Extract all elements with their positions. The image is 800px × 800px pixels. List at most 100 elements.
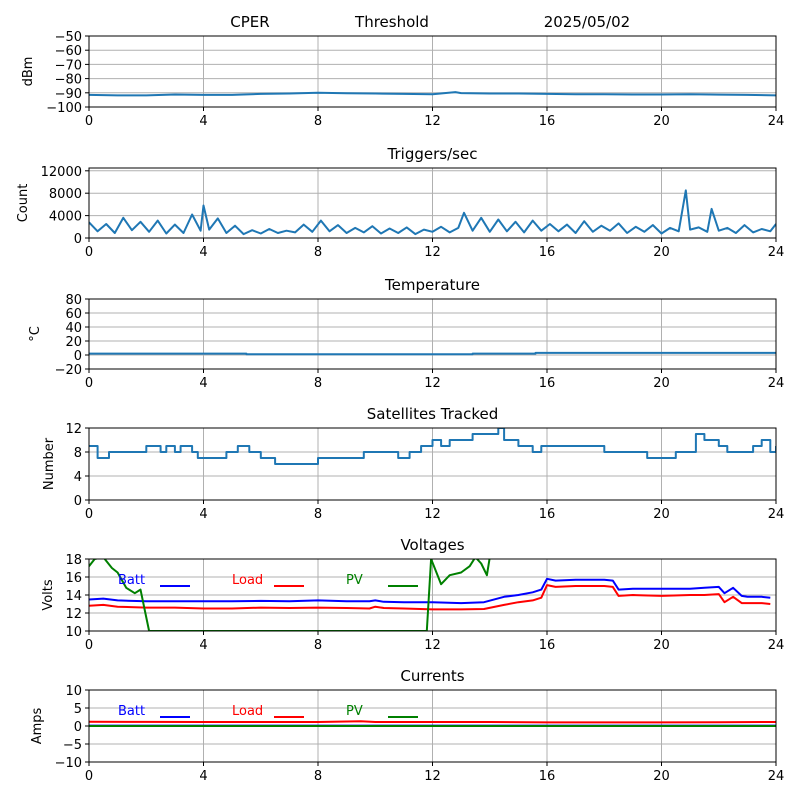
y-tick-label: 0 bbox=[74, 232, 82, 247]
x-tick-label: 12 bbox=[424, 769, 441, 784]
x-tick-label: 24 bbox=[768, 245, 785, 260]
figure-header: CPER Threshold 2025/05/02 bbox=[230, 13, 630, 31]
y-tick-label: −90 bbox=[55, 87, 82, 102]
x-tick-label: 4 bbox=[199, 507, 207, 522]
y-tick-label: 16 bbox=[65, 571, 82, 586]
x-tick-label: 0 bbox=[85, 507, 93, 522]
triggers-title: Triggers/sec bbox=[387, 145, 478, 163]
y-tick-label: 0 bbox=[74, 349, 82, 364]
x-tick-label: 24 bbox=[768, 376, 785, 391]
x-tick-label: 4 bbox=[199, 376, 207, 391]
y-tick-label: 18 bbox=[65, 553, 82, 568]
x-tick-label: 4 bbox=[199, 638, 207, 653]
x-tick-label: 12 bbox=[424, 638, 441, 653]
y-tick-label: −20 bbox=[55, 363, 82, 378]
y-tick-label: −50 bbox=[55, 30, 82, 45]
y-tick-label: −80 bbox=[55, 73, 82, 88]
x-tick-label: 24 bbox=[768, 769, 785, 784]
x-tick-label: 12 bbox=[424, 507, 441, 522]
currents-title: Currents bbox=[400, 667, 464, 685]
x-tick-label: 16 bbox=[539, 638, 556, 653]
x-tick-label: 4 bbox=[199, 769, 207, 784]
currents-legend-label-load: Load bbox=[232, 704, 263, 719]
y-tick-label: 4 bbox=[74, 470, 82, 485]
x-tick-label: 16 bbox=[539, 376, 556, 391]
x-tick-label: 4 bbox=[199, 245, 207, 260]
y-tick-label: −70 bbox=[55, 58, 82, 73]
currents-panel: 0 4 8 12 16 20 24 −10 −5 0 5 10 Currents Amps Batt Load… bbox=[30, 667, 784, 784]
station-label: CPER bbox=[230, 13, 269, 31]
voltages-legend-label-batt: Batt bbox=[118, 573, 145, 588]
x-tick-label: 12 bbox=[424, 245, 441, 260]
x-tick-label: 20 bbox=[653, 376, 670, 391]
triggers-series-line bbox=[89, 189, 776, 236]
x-tick-label: 20 bbox=[653, 245, 670, 260]
voltages-ylabel: Volts bbox=[41, 579, 56, 611]
x-tick-label: 24 bbox=[768, 114, 785, 129]
satellites-title: Satellites Tracked bbox=[367, 405, 498, 423]
x-tick-label: 24 bbox=[768, 507, 785, 522]
x-tick-label: 0 bbox=[85, 376, 93, 391]
noise-panel: 0 4 8 12 16 20 24 −100−90−80−70−60−50 dBm bbox=[21, 30, 784, 129]
currents-legend-label-batt: Batt bbox=[118, 704, 145, 719]
y-tick-label: 14 bbox=[65, 589, 82, 604]
y-tick-label: 5 bbox=[74, 702, 82, 717]
temperature-title: Temperature bbox=[384, 276, 480, 294]
currents-legend-label-pv: PV bbox=[346, 704, 363, 719]
x-tick-label: 16 bbox=[539, 769, 556, 784]
y-tick-label: 80 bbox=[65, 293, 82, 308]
x-tick-label: 20 bbox=[653, 769, 670, 784]
x-tick-label: 0 bbox=[85, 638, 93, 653]
x-tick-label: 4 bbox=[199, 114, 207, 129]
satellites-ylabel: Number bbox=[42, 437, 57, 490]
y-tick-label: 40 bbox=[65, 321, 82, 336]
y-tick-label: 8000 bbox=[49, 187, 82, 202]
x-tick-label: 0 bbox=[85, 245, 93, 260]
voltages-legend-label-load: Load bbox=[232, 573, 263, 588]
x-tick-label: 16 bbox=[539, 245, 556, 260]
y-tick-label: −60 bbox=[55, 44, 82, 59]
temperature-ylabel: °C bbox=[28, 326, 43, 342]
x-tick-label: 24 bbox=[768, 638, 785, 653]
x-tick-label: 0 bbox=[85, 769, 93, 784]
noise-series-line bbox=[89, 91, 776, 97]
x-tick-label: 16 bbox=[539, 114, 556, 129]
x-tick-label: 12 bbox=[424, 114, 441, 129]
y-tick-label: −100 bbox=[46, 101, 82, 116]
temperature-series-line bbox=[89, 351, 776, 356]
y-tick-label: 12 bbox=[65, 607, 82, 622]
currents-series-line-load bbox=[89, 720, 776, 724]
y-tick-label: 0 bbox=[74, 720, 82, 735]
y-tick-label: 10 bbox=[65, 684, 82, 699]
x-tick-label: 8 bbox=[314, 638, 322, 653]
x-tick-label: 12 bbox=[424, 376, 441, 391]
y-tick-label: −5 bbox=[63, 738, 82, 753]
voltages-legend-label-pv: PV bbox=[346, 573, 363, 588]
noise-ylabel: dBm bbox=[21, 57, 36, 87]
y-tick-label: −10 bbox=[55, 756, 82, 771]
voltages-series-line-load bbox=[89, 584, 771, 611]
voltages-series-line-batt bbox=[89, 577, 771, 605]
x-tick-label: 0 bbox=[85, 114, 93, 129]
voltages-title: Voltages bbox=[400, 536, 464, 554]
x-tick-label: 20 bbox=[653, 114, 670, 129]
currents-ylabel: Amps bbox=[30, 707, 45, 744]
satellites-panel: 0 4 8 12 16 20 24 0 4 8 12 Satellites Tracked Number bbox=[42, 405, 784, 522]
x-tick-label: 20 bbox=[653, 507, 670, 522]
y-tick-label: 20 bbox=[65, 335, 82, 350]
y-tick-label: 12000 bbox=[41, 165, 82, 180]
x-tick-label: 20 bbox=[653, 638, 670, 653]
triggers-panel: 0 4 8 12 16 20 24 0 4000 8000 12000 Triggers/sec Cou… bbox=[16, 145, 784, 260]
triggers-ylabel: Count bbox=[16, 184, 31, 223]
y-tick-label: 12 bbox=[65, 422, 82, 437]
x-tick-label: 8 bbox=[314, 376, 322, 391]
mode-label: Threshold bbox=[354, 13, 429, 31]
date-label: 2025/05/02 bbox=[544, 13, 630, 31]
x-tick-label: 8 bbox=[314, 245, 322, 260]
y-tick-label: 0 bbox=[74, 494, 82, 509]
x-tick-label: 8 bbox=[314, 507, 322, 522]
voltages-panel: 0 4 8 12 16 20 24 10 12 14 16 18 Voltages Volts Batt Lo… bbox=[41, 536, 784, 653]
y-tick-label: 8 bbox=[74, 446, 82, 461]
